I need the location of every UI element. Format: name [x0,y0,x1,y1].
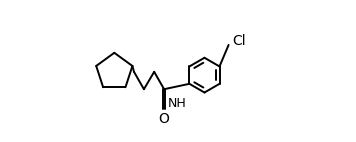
Text: NH: NH [167,97,186,109]
Text: Cl: Cl [233,34,246,48]
Text: O: O [159,112,169,126]
